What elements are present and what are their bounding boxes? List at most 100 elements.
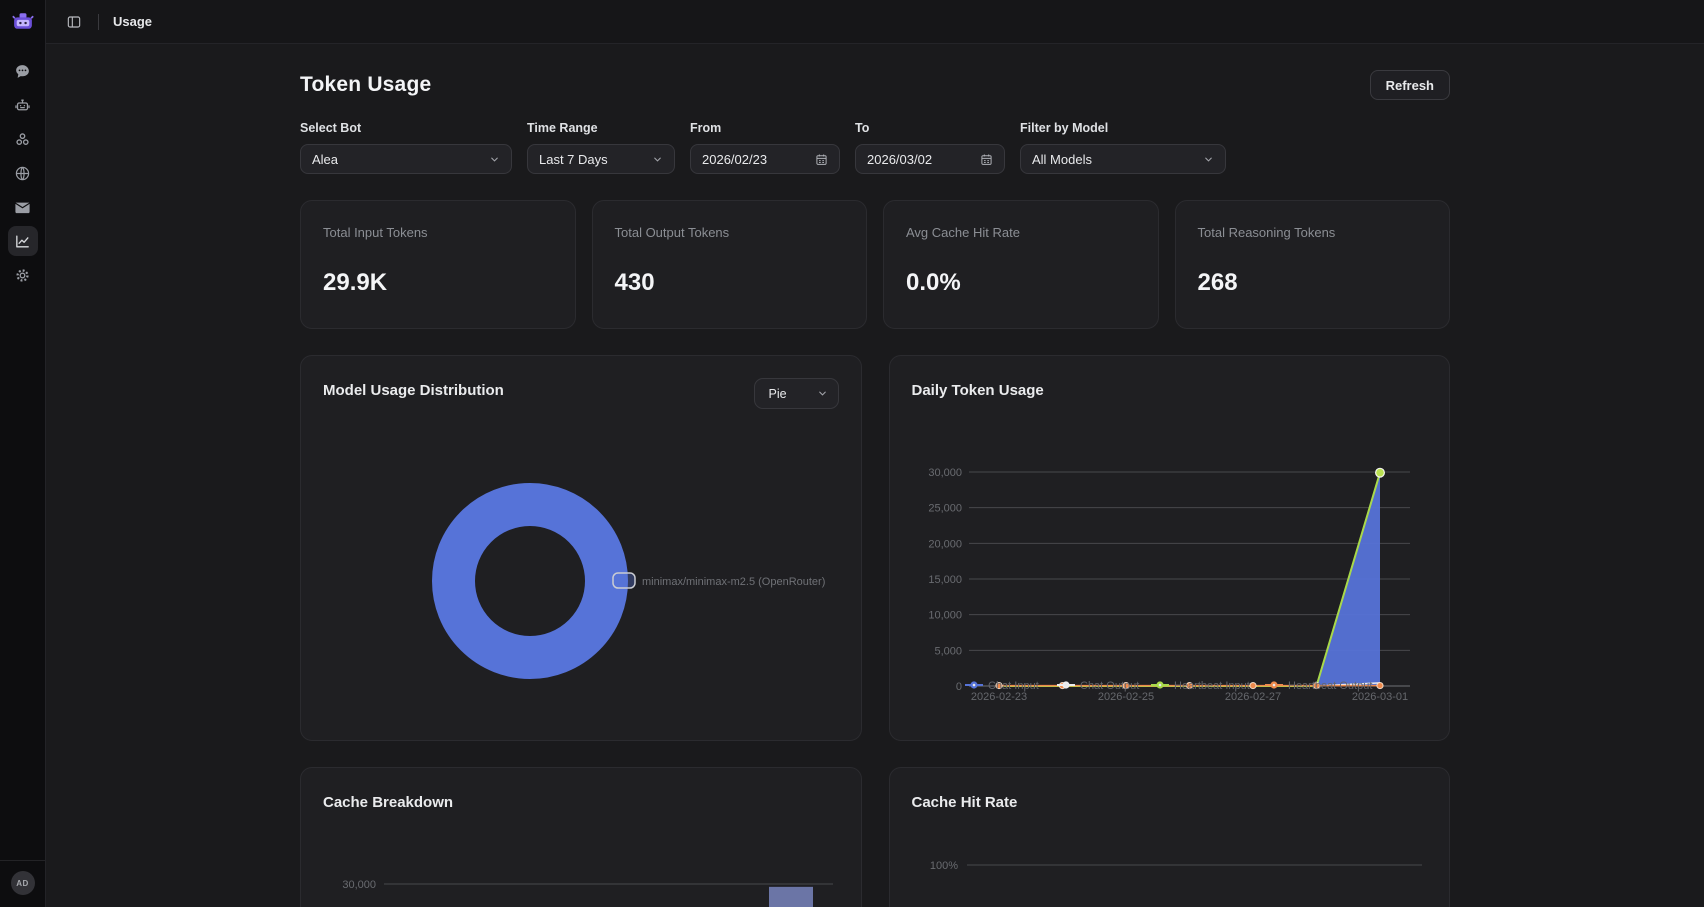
page-title: Token Usage (300, 73, 432, 96)
stat-label: Avg Cache Hit Rate (906, 225, 1020, 240)
stat-card-total-input: Total Input Tokens 29.9K (300, 200, 576, 329)
data-point (1185, 681, 1193, 690)
stat-card-cache-hit: Avg Cache Hit Rate 0.0% (883, 200, 1159, 329)
chart-type-select[interactable]: Pie (753, 378, 839, 409)
data-point (1121, 681, 1130, 690)
cache-hit-rate-card: Cache Hit Rate 0%20%40%60%80%100% (888, 767, 1450, 907)
header: Usage (46, 0, 1704, 44)
legend-swatch (612, 572, 636, 589)
to-date-value: 2026/03/02 (867, 151, 933, 167)
chevron-down-icon (818, 391, 826, 396)
cache-hit-rate-chart: 0%20%40%60%80%100% (929, 860, 1422, 907)
filters-row: Select Bot Alea Time Range Last 7 Days F… (300, 121, 1450, 174)
breadcrumb: Usage (113, 14, 153, 29)
stat-card-reasoning: Total Reasoning Tokens 268 (1174, 200, 1450, 329)
data-point (1375, 681, 1384, 690)
sidebar-nav (7, 56, 38, 294)
cache-breakdown-card: Cache Breakdown 05,00010,00015,00020,000… (300, 767, 862, 907)
stats-row: Total Input Tokens 29.9K Total Output To… (300, 200, 1450, 329)
svg-text:30,000: 30,000 (928, 467, 962, 479)
svg-text:100%: 100% (929, 860, 957, 872)
time-range-value: Last 7 Days (539, 151, 608, 167)
filter-label: Select Bot (300, 121, 362, 135)
svg-text:5,000: 5,000 (934, 645, 962, 657)
filter-from-date: From 2026/02/23 (690, 121, 840, 174)
x-tick-label: 2026-02-25 (1097, 691, 1153, 703)
app-logo-icon[interactable] (10, 8, 36, 34)
sidebar: AD (0, 0, 46, 907)
data-point (1248, 681, 1257, 690)
chevron-down-icon (491, 157, 498, 162)
time-range-dropdown[interactable]: Last 7 Days (527, 144, 675, 174)
from-date-value: 2026/02/23 (702, 151, 768, 167)
filter-to-date: To 2026/03/02 (855, 121, 1005, 174)
x-tick-label: 2026-02-27 (1224, 691, 1280, 703)
filter-model: Filter by Model All Models (1020, 121, 1226, 174)
calendar-icon (816, 154, 827, 165)
card-title: Cache Breakdown (323, 794, 454, 811)
mail-icon (14, 199, 31, 216)
sidebar-item-models[interactable] (8, 124, 38, 154)
from-date-input[interactable]: 2026/02/23 (690, 144, 840, 174)
main-content: Token Usage Refresh Select Bot Alea Time… (46, 44, 1704, 907)
svg-text:15,000: 15,000 (928, 574, 962, 586)
stat-value: 29.9K (323, 269, 388, 296)
legend-label: Heartbeat Output (1288, 680, 1372, 692)
bar (769, 886, 813, 907)
sidebar-footer: AD (0, 860, 45, 907)
filter-label: From (690, 121, 722, 135)
stat-value: 430 (614, 269, 655, 296)
stat-value: 268 (1197, 269, 1238, 296)
x-tick-label: 2026-03-01 (1351, 691, 1407, 703)
svg-text:20,000: 20,000 (928, 538, 962, 550)
sidebar-item-settings[interactable] (8, 260, 38, 290)
stat-value: 0.0% (906, 269, 961, 296)
model-filter-dropdown[interactable]: All Models (1020, 144, 1226, 174)
select-bot-dropdown[interactable]: Alea (300, 144, 512, 174)
line-chart-icon (14, 233, 31, 250)
data-point (1312, 681, 1320, 690)
sidebar-item-web[interactable] (8, 158, 38, 188)
daily-legend[interactable]: Chat Input Chat Output Heartbeat Input Hear… (964, 680, 1372, 692)
model-usage-donut-chart: minimax/minimax-m2.5 (OpenRouter) (432, 483, 825, 679)
data-point (994, 681, 1003, 690)
calendar-icon (981, 154, 992, 165)
gear-icon (14, 267, 31, 284)
svg-text:0: 0 (955, 681, 961, 693)
refresh-button[interactable]: Refresh (1369, 70, 1450, 100)
nodes-icon (14, 131, 31, 148)
peak-point (1374, 467, 1385, 478)
svg-text:10,000: 10,000 (928, 610, 962, 622)
stat-card-total-output: Total Output Tokens 430 (591, 200, 867, 329)
select-bot-value: Alea (312, 151, 339, 167)
sidebar-item-bots[interactable] (8, 90, 38, 120)
robot-icon (14, 97, 31, 114)
daily-token-usage-card: Daily Token Usage 0 5,000 10,000 15,000 20,0… (888, 355, 1450, 741)
card-title: Model Usage Distribution (323, 382, 504, 399)
filter-label: Time Range (527, 121, 598, 135)
model-usage-card: Model Usage Distribution Pie minimax/min… (300, 355, 862, 741)
svg-text:25,000: 25,000 (928, 503, 962, 515)
stat-label: Total Reasoning Tokens (1197, 225, 1336, 240)
sidebar-item-usage[interactable] (7, 226, 38, 256)
stat-label: Total Output Tokens (614, 225, 730, 240)
filter-label: Filter by Model (1020, 121, 1109, 135)
pie-legend[interactable]: minimax/minimax-m2.5 (OpenRouter) (612, 572, 825, 589)
filter-time-range: Time Range Last 7 Days (527, 121, 675, 174)
avatar[interactable]: AD (10, 871, 35, 895)
sidebar-toggle-button[interactable] (63, 11, 85, 33)
sidebar-item-mail[interactable] (8, 192, 38, 222)
area-fill (998, 474, 1380, 686)
chevron-down-icon (654, 157, 661, 162)
to-date-input[interactable]: 2026/03/02 (855, 144, 1005, 174)
chart-type-value: Pie (768, 386, 787, 401)
stat-label: Total Input Tokens (323, 225, 428, 240)
sidebar-item-chat[interactable] (8, 56, 38, 86)
daily-token-usage-chart: 0 5,000 10,000 15,000 20,000 25,000 30,000 Chat… (928, 467, 1410, 703)
divider (98, 13, 99, 30)
legend-label: Chat Output (1080, 680, 1139, 692)
legend-label: minimax/minimax-m2.5 (OpenRouter) (642, 576, 825, 588)
chat-bubble-icon (14, 63, 31, 80)
svg-text:30,000: 30,000 (342, 879, 376, 891)
